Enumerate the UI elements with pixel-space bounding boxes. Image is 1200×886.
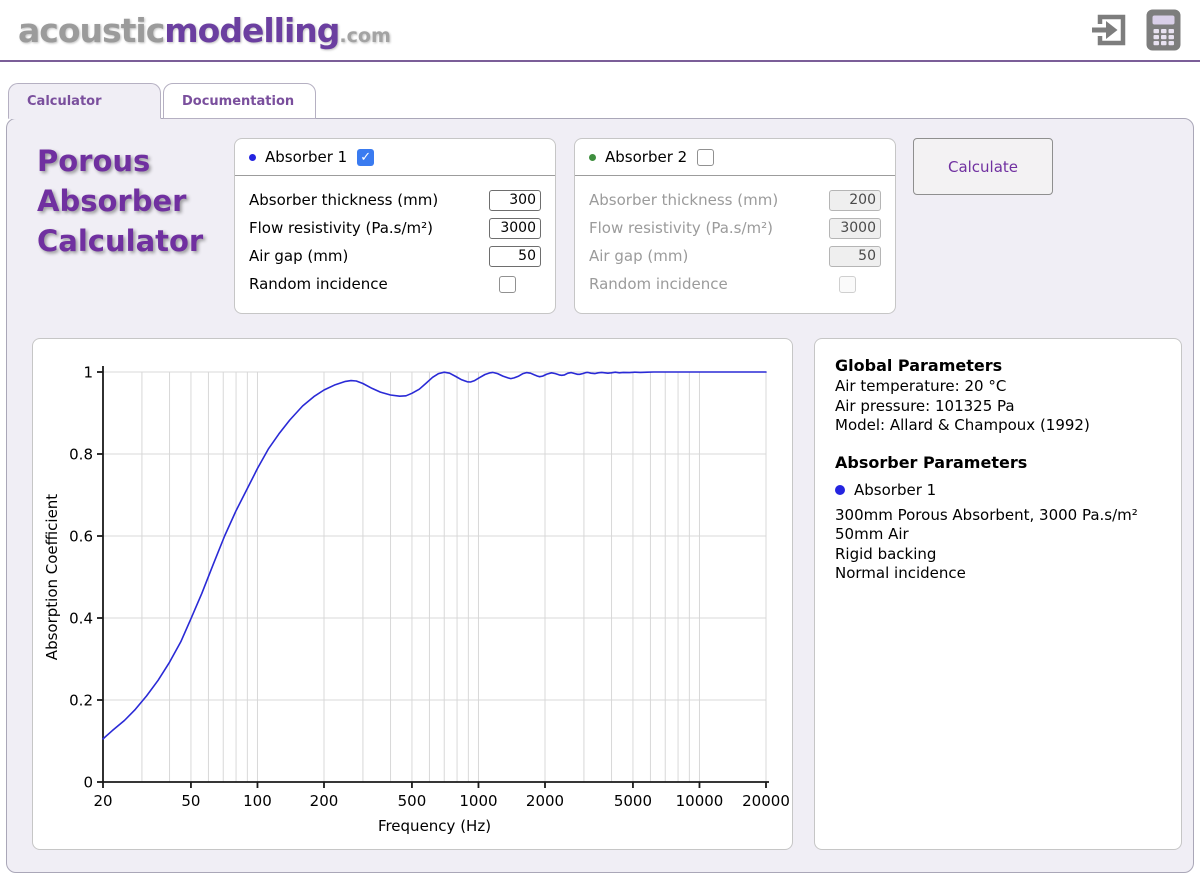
page-title: Porous Absorber Calculator — [37, 141, 203, 261]
svg-text:500: 500 — [398, 792, 427, 810]
svg-text:0: 0 — [83, 773, 93, 791]
svg-text:0.4: 0.4 — [69, 609, 93, 627]
absorber2-thickness-label: Absorber thickness (mm) — [589, 191, 779, 209]
absorber1-summary-name: Absorber 1 — [854, 480, 937, 499]
absorber1-enable-checkbox[interactable]: ✓ — [357, 148, 375, 166]
calculator-content: Porous Absorber Calculator Absorber 1 ✓ … — [6, 118, 1194, 873]
absorber2-title: Absorber 2 — [605, 148, 688, 166]
air-temperature-line: Air temperature: 20 °C — [835, 377, 1007, 395]
field-row: Random incidence — [249, 273, 541, 295]
page-title-line2: Absorber — [37, 184, 187, 218]
air-pressure-line: Air pressure: 101325 Pa — [835, 396, 1015, 415]
svg-text:5000: 5000 — [614, 792, 652, 810]
tab-calculator[interactable]: Calculator — [8, 83, 161, 119]
absorber2-bullet-icon — [589, 153, 596, 161]
logo-text-com: .com — [339, 24, 391, 47]
logo-text-modelling: modelling — [164, 10, 340, 50]
absorber1-airgap-line: 50mm Air — [835, 525, 909, 543]
absorber2-air-gap-label: Air gap (mm) — [589, 247, 689, 265]
absorber1-flow-resistivity-label: Flow resistivity (Pa.s/m²) — [249, 219, 434, 237]
absorber1-bullet-icon — [835, 484, 845, 495]
absorber1-incidence-line: Normal incidence — [835, 564, 966, 582]
absorber2-enable-checkbox[interactable] — [697, 148, 715, 166]
absorber1-air-gap-label: Air gap (mm) — [249, 247, 349, 265]
svg-text:1: 1 — [83, 363, 93, 381]
page-title-line3: Calculator — [37, 224, 204, 258]
field-row: Air gap (mm) — [589, 245, 881, 267]
absorber2-air-gap-input[interactable] — [829, 245, 881, 267]
header-icons — [1089, 8, 1182, 52]
absorber2-body: Absorber thickness (mm) Flow resistivity… — [575, 176, 895, 295]
field-row: Flow resistivity (Pa.s/m²) — [249, 217, 541, 239]
absorber1-random-incidence-label: Random incidence — [249, 275, 388, 293]
absorber2-flow-resistivity-input[interactable] — [829, 217, 881, 239]
svg-text:50: 50 — [181, 792, 200, 810]
field-row: Absorber thickness (mm) — [589, 189, 881, 211]
y-axis-title: Absorption Coefficient — [43, 494, 61, 660]
absorber1-air-gap-input[interactable] — [489, 245, 541, 267]
svg-text:0.6: 0.6 — [69, 527, 93, 545]
svg-text:0.8: 0.8 — [69, 445, 93, 463]
chart-card: 20 50 100 200 500 1000 2000 5000 10000 20000 0 0.2 0… — [32, 338, 793, 850]
svg-text:2000: 2000 — [526, 792, 564, 810]
tab-documentation[interactable]: Documentation — [163, 83, 316, 119]
absorber2-panel: Absorber 2 Absorber thickness (mm) Flow … — [574, 138, 896, 314]
global-parameters-heading: Global Parameters — [835, 356, 1003, 375]
absorber2-random-incidence-label: Random incidence — [589, 275, 728, 293]
svg-text:1000: 1000 — [459, 792, 497, 810]
calculator-icon[interactable] — [1145, 8, 1182, 52]
absorber1-bullet-icon — [249, 153, 256, 161]
absorber1-material-line: 300mm Porous Absorbent, 3000 Pa.s/m² — [835, 505, 1138, 524]
site-logo[interactable]: acousticmodelling.com — [18, 11, 391, 50]
absorber1-thickness-label: Absorber thickness (mm) — [249, 191, 439, 209]
absorber1-flow-resistivity-input[interactable] — [489, 217, 541, 239]
parameters-panel: Global Parameters Air temperature: 20 °C… — [814, 338, 1182, 850]
field-row: Random incidence — [589, 273, 881, 295]
tab-bar: Calculator Documentation — [8, 83, 1200, 119]
absorber1-title: Absorber 1 — [265, 148, 348, 166]
absorber2-flow-resistivity-label: Flow resistivity (Pa.s/m²) — [589, 219, 774, 237]
check-icon: ✓ — [360, 149, 372, 165]
absorber1-header: Absorber 1 ✓ — [235, 139, 555, 176]
absorber1-panel: Absorber 1 ✓ Absorber thickness (mm) Flo… — [234, 138, 556, 314]
absorber1-body: Absorber thickness (mm) Flow resistivity… — [235, 176, 555, 295]
x-axis-title: Frequency (Hz) — [378, 817, 491, 835]
chart-gridlines — [103, 371, 767, 782]
svg-text:100: 100 — [243, 792, 272, 810]
svg-text:0.2: 0.2 — [69, 691, 93, 709]
absorber2-header: Absorber 2 — [575, 139, 895, 176]
absorber1-random-incidence-checkbox[interactable] — [499, 275, 516, 293]
site-header: acousticmodelling.com — [0, 0, 1200, 62]
svg-text:10000: 10000 — [676, 792, 724, 810]
absorber1-thickness-input[interactable] — [489, 189, 541, 211]
chart-tick-labels: 20 50 100 200 500 1000 2000 5000 10000 20000 0 0.2 0… — [69, 363, 790, 810]
calculate-button[interactable]: Calculate — [913, 138, 1053, 195]
page-title-line1: Porous — [37, 144, 151, 178]
absorption-chart: 20 50 100 200 500 1000 2000 5000 10000 20000 0 0.2 0… — [43, 363, 790, 835]
model-line: Model: Allard & Champoux (1992) — [835, 416, 1090, 434]
svg-text:20: 20 — [93, 792, 112, 810]
absorber2-thickness-input[interactable] — [829, 189, 881, 211]
field-row: Absorber thickness (mm) — [249, 189, 541, 211]
field-row: Air gap (mm) — [249, 245, 541, 267]
absorber-parameters-heading: Absorber Parameters — [835, 452, 1028, 472]
field-row: Flow resistivity (Pa.s/m²) — [589, 217, 881, 239]
svg-text:200: 200 — [310, 792, 339, 810]
absorber1-backing-line: Rigid backing — [835, 544, 937, 563]
absorber2-random-incidence-checkbox[interactable] — [839, 275, 856, 293]
svg-text:20000: 20000 — [742, 792, 790, 810]
logo-text-acoustic: acoustic — [18, 10, 165, 50]
chart-axes — [97, 366, 769, 788]
login-icon[interactable] — [1089, 10, 1129, 50]
absorption-curve — [102, 371, 767, 740]
absorber1-summary-row: Absorber 1 — [835, 481, 1161, 499]
